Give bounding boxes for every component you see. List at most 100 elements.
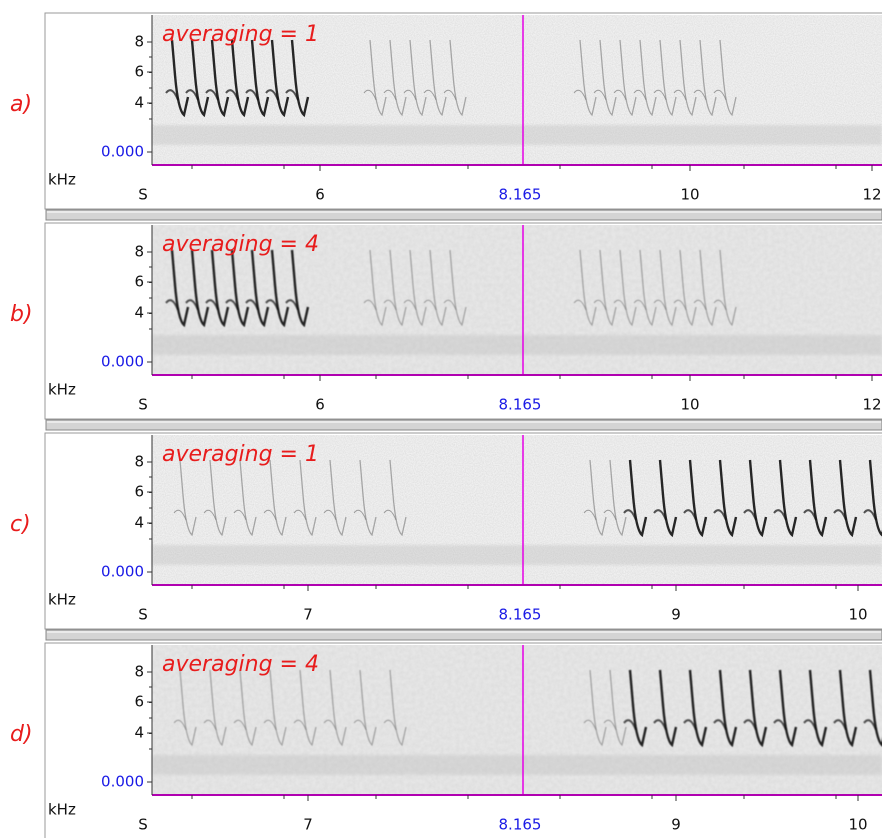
call-trace — [205, 89, 219, 101]
call-trace — [778, 669, 798, 748]
call-trace — [190, 39, 210, 118]
call-trace — [389, 39, 407, 117]
call-trace — [803, 719, 817, 731]
call-trace — [683, 719, 697, 731]
y-tick-label: 0.000 — [101, 353, 144, 371]
call-trace — [383, 89, 397, 101]
annotation: averaging = 1 — [162, 442, 319, 467]
y-tick-label: 4 — [134, 514, 144, 532]
call-trace — [613, 89, 627, 101]
call-trace — [245, 299, 259, 311]
call-trace — [659, 249, 677, 327]
call-trace — [403, 89, 417, 101]
call-trace — [210, 249, 230, 328]
call-trace — [210, 39, 230, 118]
call-trace — [719, 39, 737, 117]
panel: 8 6 4 0.000 kHz S 7 8.165 9 10 d) averaging = 4 — [10, 642, 882, 838]
call-trace — [713, 299, 727, 311]
y-tick-label: 8 — [134, 33, 144, 51]
call-trace — [179, 669, 197, 747]
call-trace — [603, 509, 617, 521]
call-trace — [713, 509, 727, 521]
call-trace — [699, 39, 717, 117]
call-trace — [653, 89, 667, 101]
call-trace — [573, 89, 587, 101]
y-unit: kHz — [48, 591, 76, 609]
call-trace — [265, 299, 279, 311]
annotation: averaging = 1 — [162, 22, 319, 47]
call-trace — [203, 719, 217, 731]
y-tick-label: 6 — [134, 273, 144, 291]
panel: 8 6 4 0.000 kHz S 6 8.165 10 12 a) averaging = 1 — [10, 12, 882, 221]
call-trace — [713, 719, 727, 731]
panel-label: a) — [10, 92, 32, 117]
panel-label: c) — [10, 512, 31, 537]
call-trace — [363, 299, 377, 311]
call-trace — [833, 719, 847, 731]
call-trace — [599, 39, 617, 117]
x-tick-label: 10 — [680, 396, 699, 414]
call-trace — [233, 509, 247, 521]
y-tick-label: 6 — [134, 483, 144, 501]
y-tick-label: 6 — [134, 693, 144, 711]
call-trace — [593, 299, 607, 311]
call-trace — [389, 669, 407, 747]
call-trace — [389, 459, 407, 537]
call-trace — [383, 509, 397, 521]
separator-bar — [45, 629, 882, 641]
call-trace — [290, 249, 310, 328]
call-trace — [230, 39, 250, 118]
call-trace — [589, 669, 607, 747]
call-trace — [713, 89, 727, 101]
call-trace — [245, 89, 259, 101]
call-trace — [423, 299, 437, 311]
panel-label: b) — [10, 302, 33, 327]
call-trace — [265, 89, 279, 101]
call-trace — [688, 669, 708, 748]
call-trace — [225, 299, 239, 311]
call-trace — [748, 669, 768, 748]
call-trace — [449, 39, 467, 117]
panel-frame — [44, 642, 882, 838]
call-trace — [250, 249, 270, 328]
band — [152, 125, 882, 145]
panel-frame — [44, 222, 882, 420]
call-trace — [623, 719, 637, 731]
band — [152, 545, 882, 565]
call-trace — [589, 459, 607, 537]
call-trace — [719, 249, 737, 327]
call-trace — [619, 249, 637, 327]
call-trace — [679, 249, 697, 327]
call-trace — [389, 249, 407, 327]
call-trace — [603, 719, 617, 731]
y-tick-label: 4 — [134, 304, 144, 322]
call-trace — [863, 509, 877, 521]
call-trace — [269, 459, 287, 537]
y-tick-label: 4 — [134, 94, 144, 112]
call-trace — [773, 719, 787, 731]
x-tick-label: 8.165 — [499, 396, 542, 414]
call-trace — [838, 669, 858, 748]
call-trace — [225, 89, 239, 101]
call-trace — [323, 719, 337, 731]
call-trace — [329, 669, 347, 747]
y-tick-label: 8 — [134, 663, 144, 681]
call-trace — [579, 39, 597, 117]
x-tick-label: 8.165 — [499, 186, 542, 204]
call-trace — [359, 669, 377, 747]
x-tick-label: 12 — [862, 396, 881, 414]
call-trace — [203, 509, 217, 521]
call-trace — [285, 89, 299, 101]
call-trace — [639, 249, 657, 327]
call-trace — [628, 669, 648, 748]
call-trace — [369, 249, 387, 327]
x-tick-label: 9 — [671, 606, 681, 624]
panel-label: d) — [10, 722, 33, 747]
call-trace — [628, 459, 648, 538]
call-trace — [353, 719, 367, 731]
call-trace — [838, 459, 858, 538]
call-trace — [423, 89, 437, 101]
call-trace — [863, 719, 877, 731]
